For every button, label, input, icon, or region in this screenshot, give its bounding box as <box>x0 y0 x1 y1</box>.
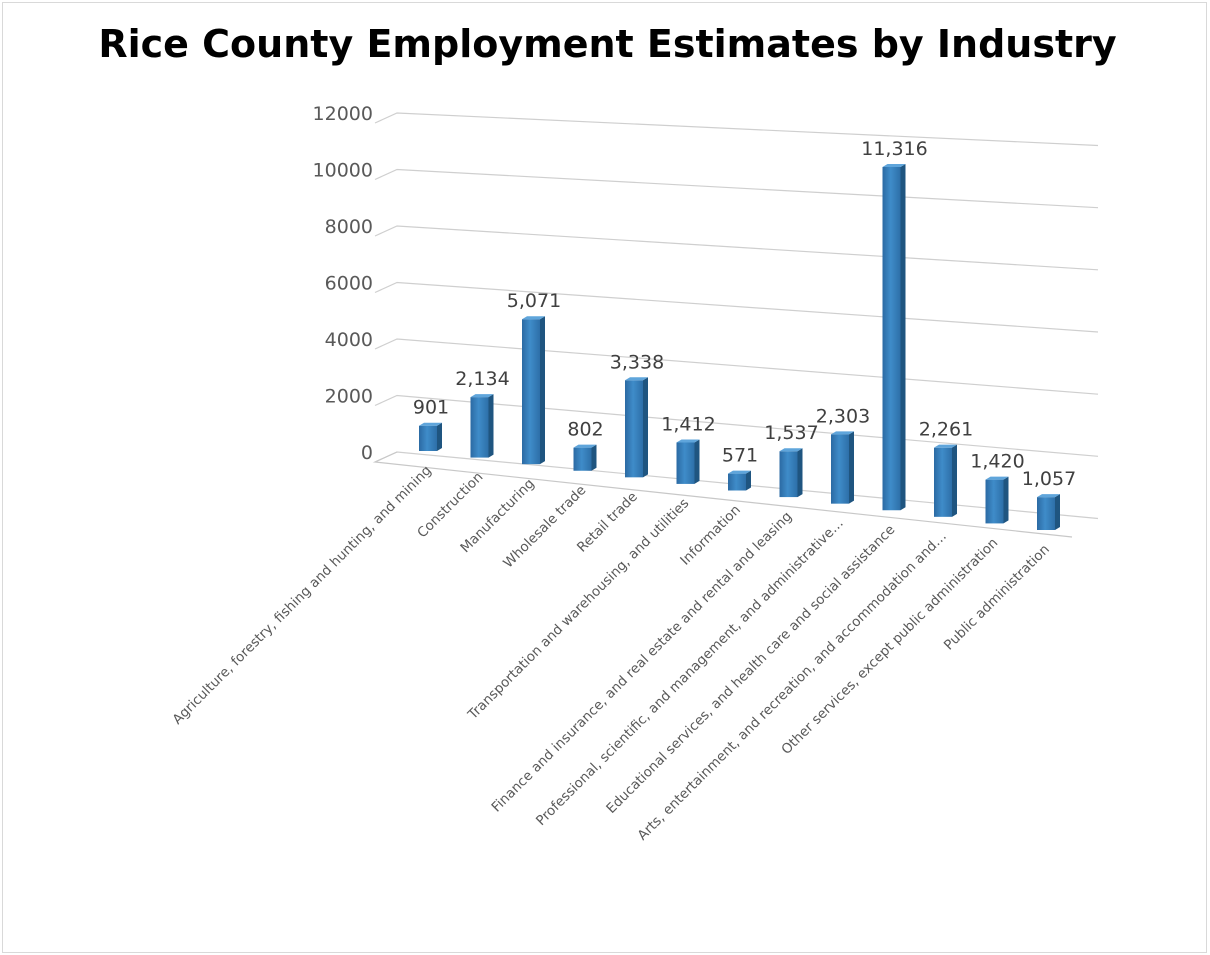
data-label: 1,412 <box>661 413 715 435</box>
bar <box>676 439 700 484</box>
y-tick-label: 12000 <box>313 103 373 125</box>
data-label: 3,338 <box>610 351 664 373</box>
data-label: 1,057 <box>1022 468 1076 490</box>
y-axis-ticks: 0 2000 4000 6000 8000 10000 12000 <box>313 103 373 464</box>
gridline <box>374 168 1099 209</box>
y-tick-label: 10000 <box>313 160 373 182</box>
bar <box>779 448 803 498</box>
data-label: 2,261 <box>919 419 973 441</box>
x-axis-labels: Agriculture, forestry, fishing and hunti… <box>169 463 1052 844</box>
bar <box>625 377 648 478</box>
y-tick-label: 0 <box>361 442 373 464</box>
data-label: 571 <box>722 445 758 467</box>
gridlines <box>372 112 1099 538</box>
x-tick-label: Educational services, and health care an… <box>603 522 898 817</box>
bars <box>419 163 1060 530</box>
gridline <box>374 281 1099 333</box>
chart-title: Rice County Employment Estimates by Indu… <box>98 22 1117 66</box>
gridline <box>374 225 1099 271</box>
y-tick-label: 8000 <box>325 216 373 238</box>
y-tick-label: 2000 <box>325 386 373 408</box>
data-label: 5,071 <box>507 290 561 312</box>
bar <box>985 476 1009 524</box>
bar <box>1037 494 1060 530</box>
data-label: 2,134 <box>455 368 509 390</box>
bar <box>522 316 545 465</box>
y-tick-label: 6000 <box>325 273 373 295</box>
bar <box>470 394 494 458</box>
bar <box>831 431 854 504</box>
gridline <box>374 338 1099 395</box>
bar <box>728 470 751 491</box>
y-tick-label: 4000 <box>325 329 373 351</box>
bar <box>934 444 957 517</box>
floor-edge <box>372 451 1073 538</box>
data-label: 901 <box>413 397 449 419</box>
bar <box>882 163 906 511</box>
gridline <box>374 394 1099 457</box>
x-tick-label: Agriculture, forestry, fishing and hunti… <box>169 463 434 728</box>
gridline <box>374 112 1099 147</box>
x-tick-label: Transportation and warehousing, and util… <box>464 495 692 723</box>
bar <box>419 422 442 451</box>
data-label: 1,420 <box>970 451 1024 473</box>
data-label: 11,316 <box>861 138 927 160</box>
data-label: 802 <box>567 419 603 441</box>
data-label: 2,303 <box>816 405 870 427</box>
x-tick-label: Public administration <box>941 542 1053 654</box>
data-label: 1,537 <box>764 422 818 444</box>
bar <box>573 444 597 471</box>
x-tick-label: Other services, except public administra… <box>778 535 1001 758</box>
